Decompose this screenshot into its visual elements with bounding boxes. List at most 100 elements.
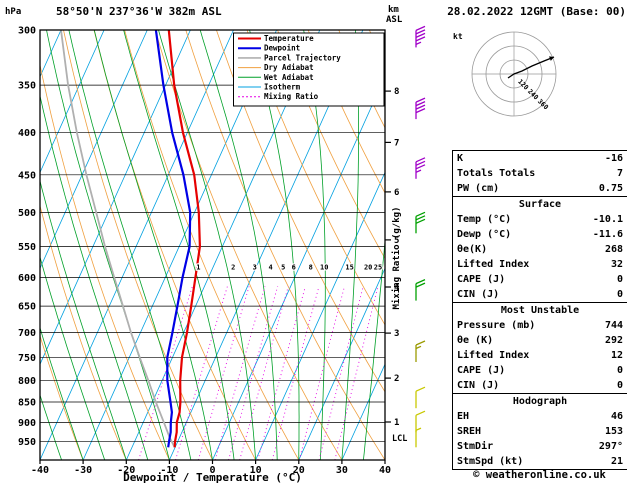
indices-row: SREH 153 (453, 424, 628, 439)
row-label: θe (K) (457, 335, 494, 346)
indices-row: θe(K) 268 (453, 242, 628, 257)
svg-text:900: 900 (18, 418, 36, 429)
mixing-ratio-labels: 1 2 3 4 5 6 8 10 15 20 25 (195, 262, 383, 272)
svg-text:550: 550 (18, 242, 36, 253)
row-value: 0.75 (598, 183, 623, 194)
temperature-line (167, 30, 202, 448)
row-label: PW (cm) (457, 183, 500, 194)
row-value: 744 (604, 320, 623, 331)
svg-text:400: 400 (18, 128, 36, 139)
svg-text:15: 15 (345, 263, 353, 271)
hodograph-arrowhead (549, 56, 554, 61)
row-label: CIN (J) (457, 289, 500, 300)
row-label: Pressure (mb) (457, 320, 536, 331)
row-label: Dewp (°C) (457, 229, 512, 240)
indices-panel: K -16 Totals Totals 7 PW (cm) 0.75 Surface Temp… (452, 150, 627, 470)
row-label: CAPE (J) (457, 274, 506, 285)
svg-text:700: 700 (18, 328, 36, 339)
row-label: StmSpd (kt) (452, 454, 574, 470)
wind-barbs (415, 25, 426, 448)
skewt-chart: 1 2 3 4 5 6 8 10 15 20 253003504004505005506006507… (5, 5, 426, 484)
row-value: 7 (616, 168, 623, 179)
indices-row: CAPE (J) 0 (453, 363, 628, 378)
svg-text:10: 10 (320, 263, 328, 271)
indices-row: Lifted Index 12 (453, 348, 628, 363)
section-header: Most Unstable (452, 302, 627, 318)
row-value: 21 (573, 454, 627, 470)
row-value: -16 (573, 150, 627, 166)
svg-text:Mixing Ratio (g/kg): Mixing Ratio (g/kg) (391, 207, 402, 310)
section-header-row: Most Unstable (452, 302, 627, 318)
svg-text:350: 350 (18, 81, 36, 92)
wind-barb (415, 340, 426, 362)
row-label: EH (457, 411, 470, 422)
svg-text:20: 20 (364, 263, 372, 271)
svg-text:300: 300 (18, 26, 36, 37)
svg-text:4: 4 (394, 283, 400, 293)
svg-text:25: 25 (374, 263, 382, 271)
indices-row: Temp (°C) -10.1 (453, 212, 628, 227)
wind-barb (415, 211, 426, 234)
indices-row: Pressure (mb) 744 (453, 318, 628, 333)
row-value: 0 (616, 274, 623, 285)
indices-row: CAPE (J) 0 (453, 272, 628, 287)
row-value: 12 (610, 350, 623, 361)
row-value: -11.6 (592, 229, 623, 240)
indices-row: θe (K) 292 (453, 333, 628, 348)
svg-text:6: 6 (394, 188, 399, 198)
svg-text:-30: -30 (74, 465, 92, 476)
dewpoint-line (154, 30, 192, 448)
pressure-gridlines (40, 30, 385, 443)
svg-text:4: 4 (268, 263, 272, 271)
svg-text:5: 5 (394, 236, 399, 246)
hodograph-unit: kt (453, 32, 463, 41)
svg-text:ASL: ASL (386, 15, 403, 25)
row-value: 268 (604, 244, 623, 255)
svg-text:Mixing Ratio: Mixing Ratio (264, 92, 319, 101)
indices-row: EH 46 (453, 409, 628, 424)
svg-text:800: 800 (18, 376, 36, 387)
wind-barb (415, 97, 426, 120)
row-value: 46 (610, 411, 623, 422)
svg-text:20: 20 (293, 465, 305, 476)
svg-text:3: 3 (253, 263, 257, 271)
row-label: Totals Totals (457, 168, 536, 179)
section-header: Hodograph (452, 393, 627, 409)
hodograph-trace (507, 56, 555, 79)
row-value: 292 (604, 335, 623, 346)
row-value: 297° (598, 441, 623, 452)
svg-text:8: 8 (309, 263, 313, 271)
wind-barb (415, 410, 426, 433)
svg-text:-20: -20 (117, 465, 135, 476)
indices-row: K -16 (452, 150, 627, 166)
svg-text:km: km (388, 5, 399, 15)
svg-text:650: 650 (18, 302, 36, 313)
parcel-trajectory-line (60, 30, 176, 448)
svg-text:hPa: hPa (5, 7, 21, 17)
wind-barb (415, 279, 426, 301)
row-label: CAPE (J) (457, 365, 506, 376)
wind-barb (415, 25, 426, 48)
indices-row: Totals Totals 7 (453, 166, 628, 181)
svg-text:2: 2 (394, 374, 399, 384)
svg-text:30: 30 (336, 465, 348, 476)
mixing-ratio-lines (138, 286, 379, 460)
svg-text:Dewpoint: Dewpoint (264, 44, 300, 53)
svg-text:10: 10 (250, 465, 262, 476)
row-label: Lifted Index (457, 259, 530, 270)
svg-text:750: 750 (18, 353, 36, 364)
svg-text:Dry Adiabat: Dry Adiabat (264, 63, 314, 72)
svg-text:1: 1 (196, 263, 200, 271)
svg-text:850: 850 (18, 397, 36, 408)
indices-row: PW (cm) 0.75 (453, 181, 628, 197)
svg-text:500: 500 (18, 208, 36, 219)
row-label: SREH (457, 426, 482, 437)
indices-row: StmDir 297° (453, 439, 628, 454)
svg-text:40: 40 (379, 465, 391, 476)
station-title: 58°50'N 237°36'W 382m ASL (56, 5, 222, 18)
svg-text:Dewpoint / Temperature (°C): Dewpoint / Temperature (°C) (123, 471, 302, 484)
row-value: 32 (610, 259, 623, 270)
